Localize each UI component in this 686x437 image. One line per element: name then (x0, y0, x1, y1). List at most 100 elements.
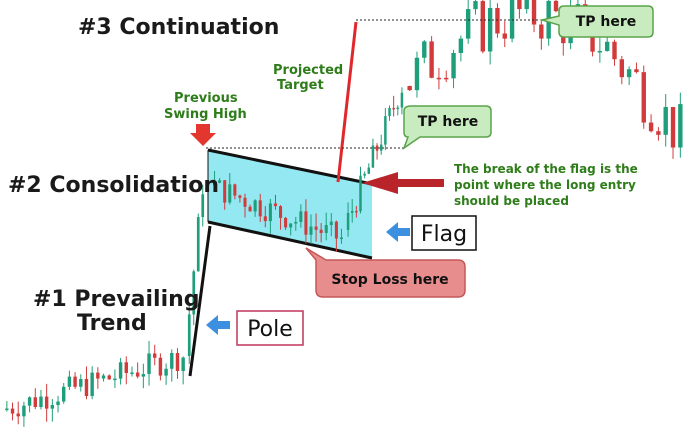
candle-body (319, 229, 323, 233)
tp-top-callout: TP here (539, 5, 654, 38)
candle-body (422, 41, 427, 58)
candle-body (284, 217, 288, 228)
candle-body (379, 144, 383, 151)
candle-body (465, 9, 471, 39)
breakout-arrow (362, 172, 444, 194)
candle-body (196, 217, 200, 272)
candle-body (238, 195, 242, 198)
tp-mid-label: TP here (418, 114, 479, 130)
candle-body (509, 0, 515, 39)
candle-body (375, 145, 379, 151)
candle-body (39, 396, 43, 408)
stop-loss-label: Stop Loss here (331, 272, 448, 288)
candle-body (350, 210, 354, 213)
candle-body (289, 223, 293, 228)
candle-body (641, 72, 646, 123)
candle-body (355, 210, 358, 213)
candle-body (124, 362, 128, 373)
candle-body (553, 0, 559, 12)
candle-body (429, 41, 434, 78)
candle-body (388, 107, 391, 117)
candle-body (233, 184, 237, 196)
candle-body (597, 50, 603, 53)
flag-upper-boundary (207, 148, 373, 186)
candle-body (16, 413, 20, 417)
candle-body (50, 405, 55, 409)
candle-body (329, 221, 333, 226)
candle-body (309, 226, 313, 235)
flag-label: Flag (421, 222, 467, 247)
candle-body (5, 408, 9, 411)
candle-body (263, 216, 267, 222)
candle-body (663, 107, 668, 135)
candle-body (334, 221, 338, 239)
pole-line (188, 225, 212, 377)
stop-loss-callout: Stop Loss here (305, 247, 466, 298)
candle-body (192, 271, 196, 315)
pole-label: Pole (247, 317, 293, 342)
candle-body (79, 379, 83, 387)
candle-body (84, 379, 89, 397)
candle-body (62, 386, 66, 402)
candle-body (363, 173, 366, 176)
candle-body (299, 211, 303, 222)
candle-body (396, 107, 400, 109)
candle-body (612, 41, 617, 60)
flag-label-box: Flag (411, 215, 477, 251)
candle-body (619, 59, 625, 78)
candle-body (314, 226, 318, 230)
candle-body (604, 41, 610, 51)
candle-body (258, 200, 262, 217)
projected-line2: Target (277, 78, 324, 93)
candle-body (444, 77, 449, 80)
break-note-line1: The break of the flag is the (454, 162, 638, 176)
candle-body (10, 408, 15, 414)
projected-line1: Projected (273, 63, 343, 78)
pole-label-box: Pole (236, 310, 304, 346)
candle-body (73, 376, 77, 387)
candle-body (451, 52, 456, 79)
candle-body (371, 145, 375, 168)
candle-body (248, 206, 252, 212)
candle-body (130, 372, 134, 375)
title-consolidation: #2 Consolidation (8, 173, 219, 198)
title-prevailing-2: Trend (77, 311, 147, 336)
candle-body (158, 357, 163, 376)
candle-body (407, 86, 412, 91)
candle-body (324, 225, 328, 233)
candle-body (33, 397, 37, 408)
candle-body (487, 8, 493, 52)
candle-body (181, 357, 185, 371)
candle-body (392, 107, 395, 110)
swing-high-arrow (190, 124, 216, 146)
candle-body (243, 197, 247, 207)
title-continuation: #3 Continuation (78, 15, 279, 40)
candle-body (294, 221, 298, 224)
candle-body (113, 378, 117, 381)
candle-body (22, 405, 26, 417)
candle-body (458, 38, 464, 53)
candle-body (502, 33, 507, 39)
candle-body (539, 24, 544, 39)
candle-body (228, 184, 232, 203)
candle-body (90, 372, 94, 397)
candle-body (56, 401, 60, 406)
candle-body (187, 314, 191, 356)
candle-body (473, 1, 478, 10)
candle-body (400, 92, 404, 108)
candle-body (367, 167, 371, 174)
candle-body (153, 353, 157, 358)
tp-top-label: TP here (576, 14, 637, 30)
tp-mid-callout: TP here (402, 105, 492, 150)
candle-body (96, 372, 100, 379)
candle-body (648, 122, 654, 132)
candle-body (223, 180, 227, 203)
candle-body (436, 77, 442, 80)
candle-body (218, 180, 222, 183)
candle-body (164, 368, 168, 376)
candle-body (531, 0, 537, 25)
candle-body (670, 107, 676, 148)
break-note-line3: should be placed (454, 194, 569, 208)
candle-body (273, 203, 277, 207)
